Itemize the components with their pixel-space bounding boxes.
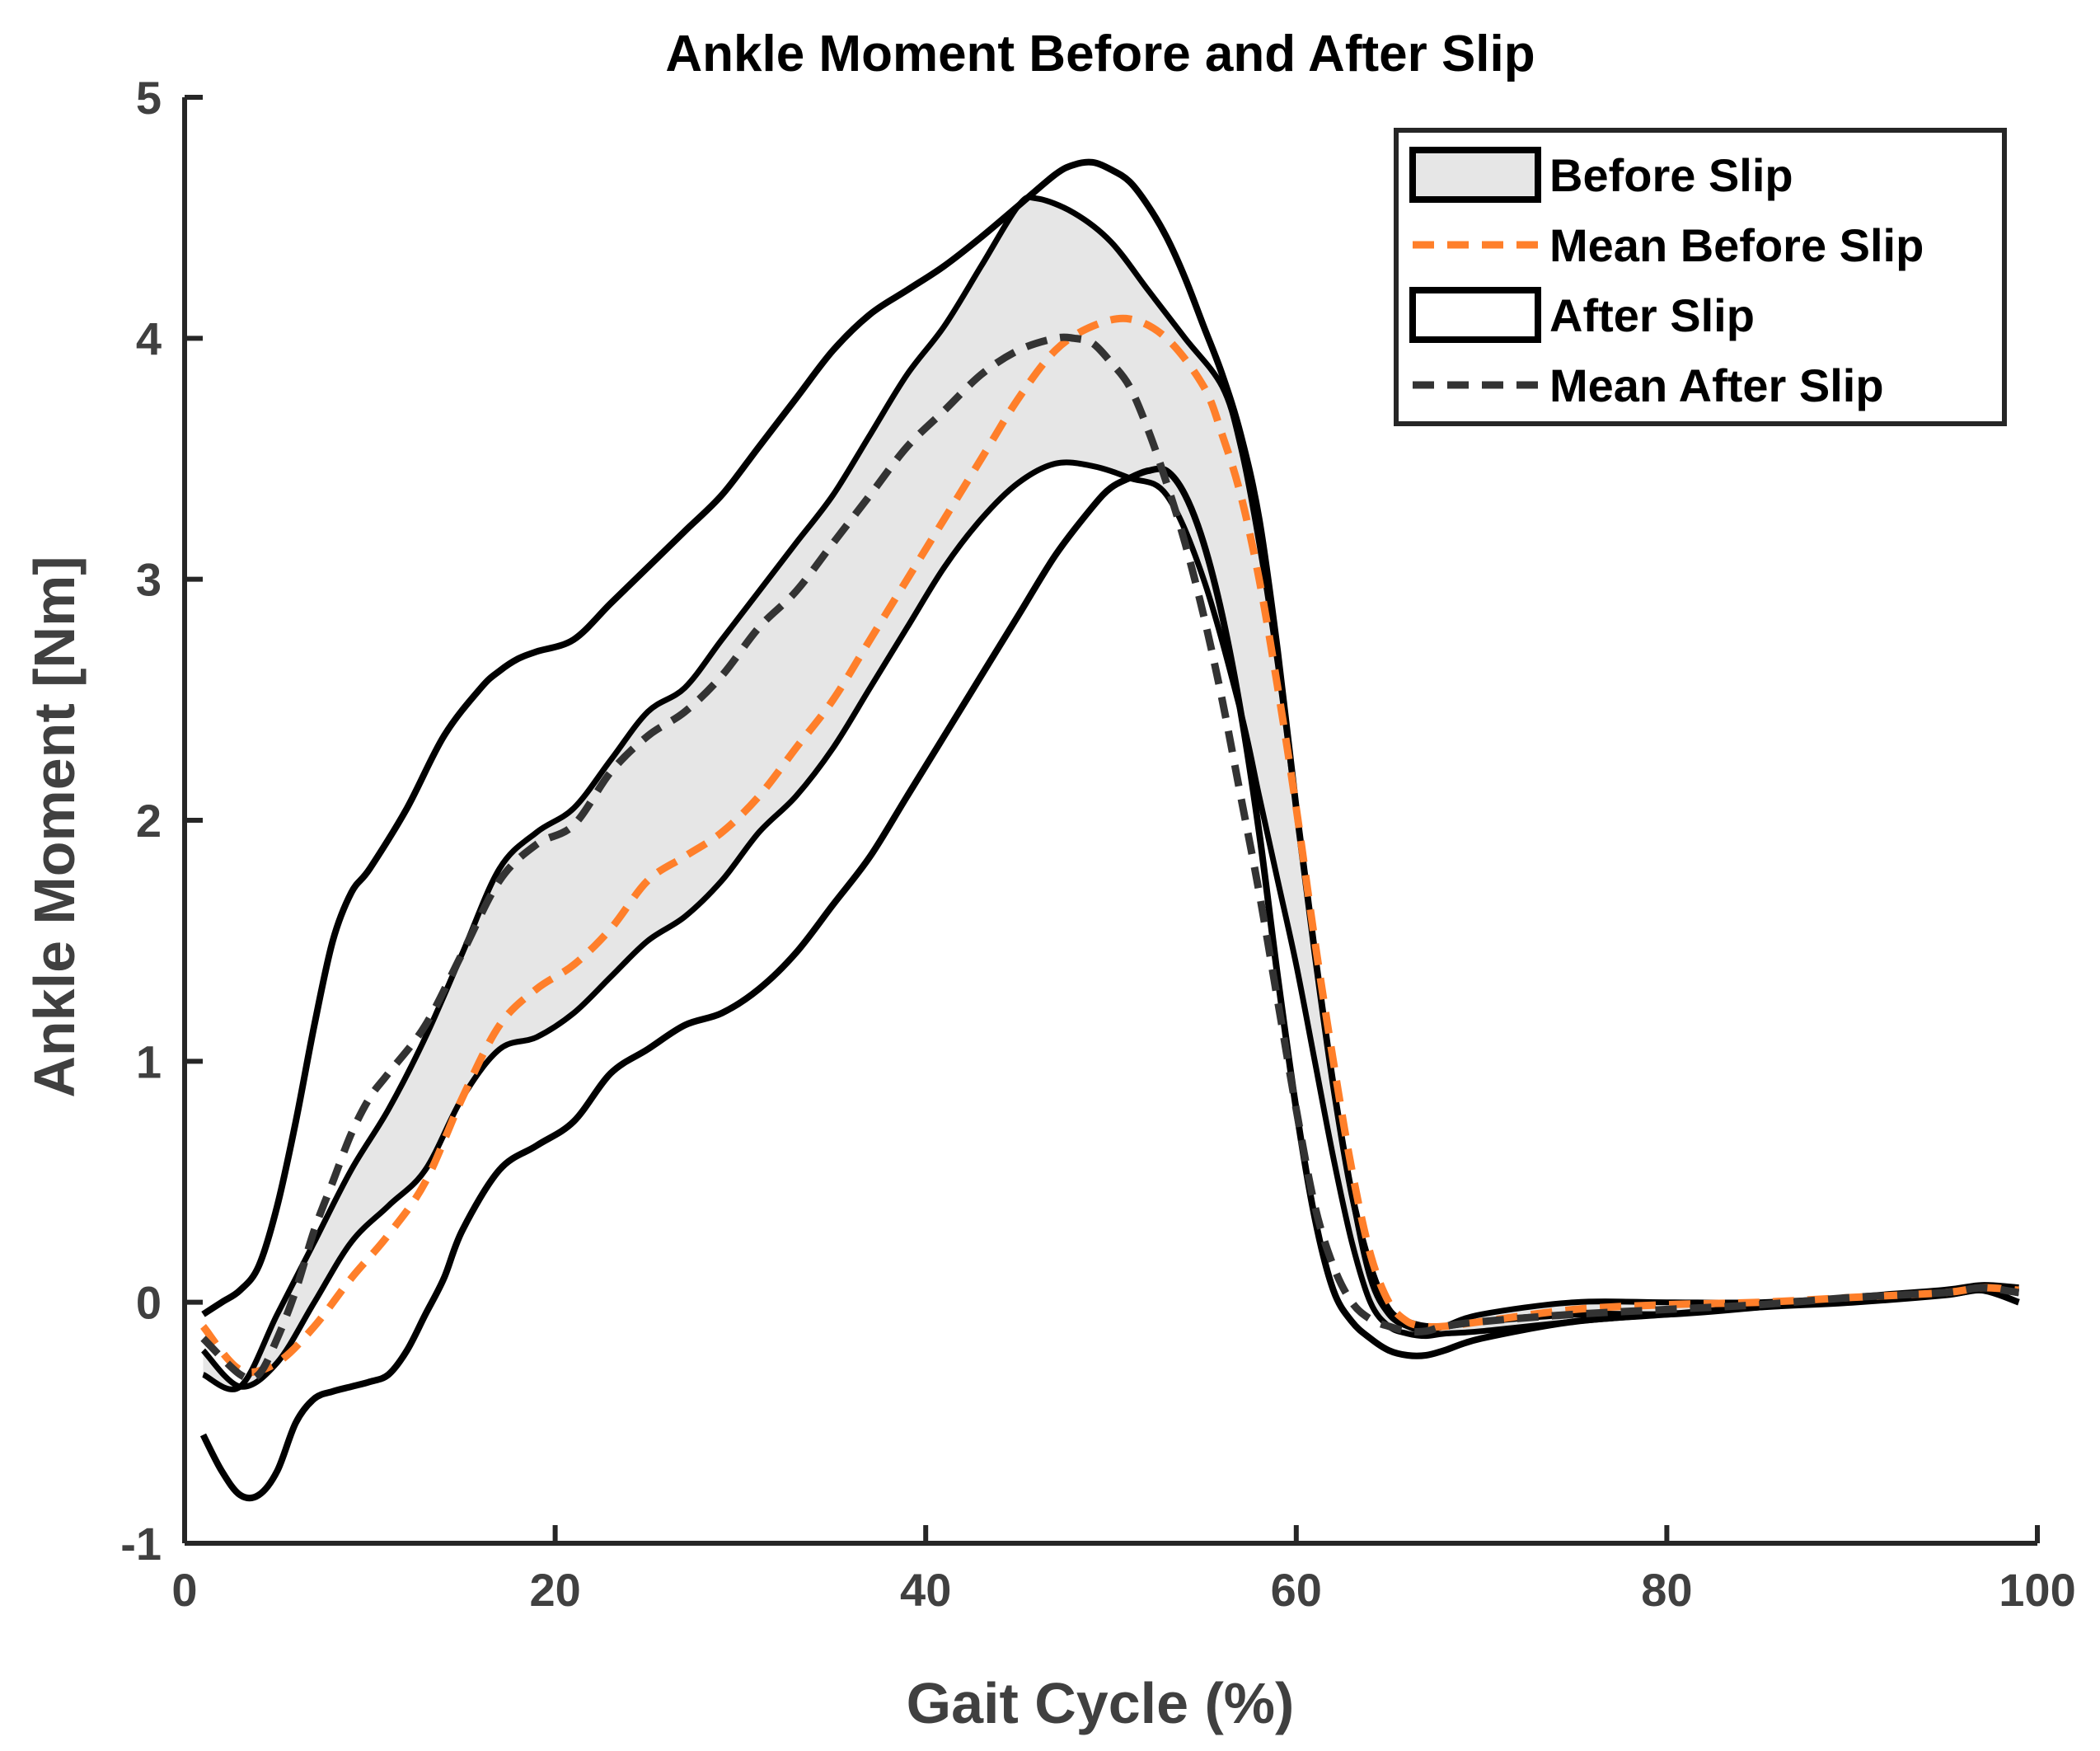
legend-label: Mean After Slip	[1549, 359, 1884, 411]
y-tick-label: 1	[136, 1035, 162, 1087]
chart-title: Ankle Moment Before and After Slip	[665, 26, 1535, 82]
legend-label: Before Slip	[1549, 149, 1793, 201]
before-slip-lower-line	[200, 459, 2019, 1390]
y-tick-label: -1	[120, 1518, 162, 1570]
mean-after-slip-line	[200, 333, 2020, 1383]
y-tick-label: 0	[136, 1277, 162, 1329]
x-tick-label: 100	[1999, 1564, 2075, 1616]
x-axis-label: Gait Cycle (%)	[907, 1671, 1295, 1735]
y-tick-label: 2	[136, 795, 162, 847]
legend-label: After Slip	[1549, 289, 1755, 341]
x-tick-label: 80	[1641, 1564, 1692, 1616]
y-tick-label: 3	[136, 554, 162, 606]
x-tick-label: 20	[529, 1564, 580, 1616]
x-tick-label: 0	[171, 1564, 197, 1616]
mean-before-slip-line	[199, 314, 2019, 1376]
x-tick-label: 40	[900, 1564, 951, 1616]
plot-area	[199, 158, 2020, 1502]
legend-swatch	[1409, 147, 1541, 203]
after-slip-lower-line	[199, 465, 2020, 1502]
y-tick-label: 4	[136, 312, 162, 364]
y-tick-label: 5	[136, 72, 162, 124]
legend-label: Mean Before Slip	[1549, 219, 1924, 271]
x-tick-label: 60	[1271, 1564, 1322, 1616]
legend-swatch	[1409, 287, 1541, 343]
y-axis-label: Ankle Moment [Nm]	[22, 556, 87, 1097]
after-slip-upper-line	[201, 158, 2019, 1331]
legend: Before Slip Mean Before Slip After Slip Mea…	[1394, 128, 2007, 426]
before-slip-band	[203, 197, 2019, 1390]
